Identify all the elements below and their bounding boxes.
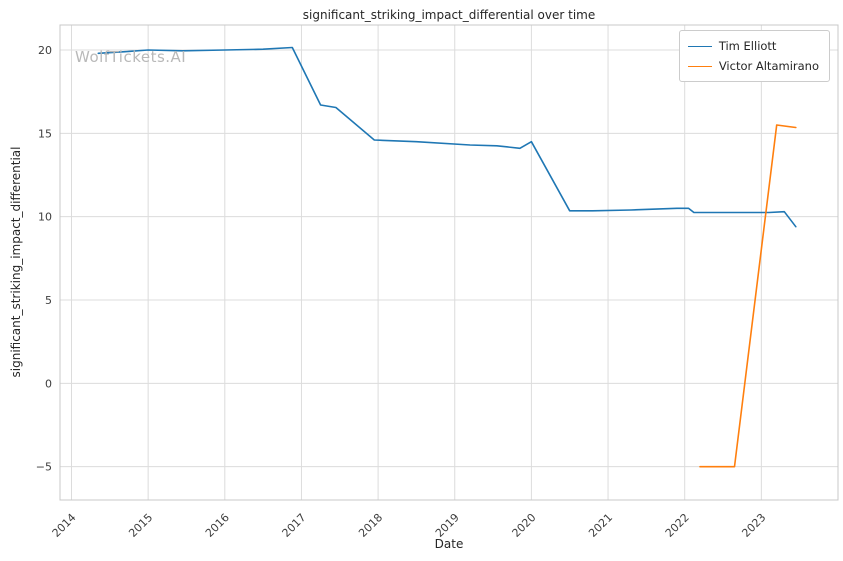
- x-tick-label: 2015: [126, 511, 155, 540]
- x-tick-label: 2019: [433, 511, 462, 540]
- y-tick-label: 20: [38, 44, 52, 57]
- legend-line-sample-orange: [687, 65, 712, 67]
- x-tick-label: 2016: [203, 511, 232, 540]
- y-tick-label: 5: [45, 294, 52, 307]
- x-tick-label: 2018: [356, 511, 385, 540]
- legend-label-tim-elliott: Tim Elliott: [718, 39, 777, 53]
- plot-background: [60, 25, 838, 500]
- legend-line-sample-blue: [687, 45, 712, 47]
- x-tick-label: 2021: [586, 511, 615, 540]
- x-tick-label: 2023: [739, 511, 768, 540]
- y-tick-label: −5: [36, 461, 52, 474]
- x-tick-label: 2017: [280, 511, 309, 540]
- series-line-1: [699, 124, 797, 468]
- y-tick-label: 0: [45, 377, 52, 390]
- legend-item-victor-altamirano: Victor Altamirano: [687, 56, 819, 76]
- watermark: WolfTickets.AI: [75, 48, 187, 66]
- legend-item-tim-elliott: Tim Elliott: [687, 36, 819, 56]
- y-axis-label: significant_striking_impact_differential: [9, 146, 23, 378]
- x-tick-label: 2020: [510, 511, 539, 540]
- y-tick-label: 15: [38, 127, 52, 140]
- legend: Tim Elliott Victor Altamirano: [678, 30, 830, 82]
- legend-label-victor-altamirano: Victor Altamirano: [718, 59, 819, 73]
- x-tick-label: 2014: [50, 511, 79, 540]
- chart-title: significant_striking_impact_differential…: [302, 8, 596, 22]
- series-line-0: [97, 46, 797, 228]
- y-tick-label: 10: [38, 211, 52, 224]
- plot-frame: [59, 24, 839, 501]
- x-tick-label: 2022: [663, 511, 692, 540]
- x-axis-label: Date: [434, 537, 464, 551]
